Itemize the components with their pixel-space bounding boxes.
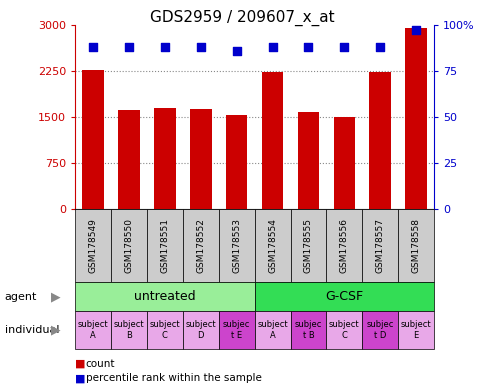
Point (161, 44, 168, 50)
Text: GDS2959 / 209607_x_at: GDS2959 / 209607_x_at (150, 10, 334, 26)
Bar (297, 112, 318, 209)
Point (376, 44, 383, 50)
Text: individual: individual (5, 325, 59, 335)
Text: ■: ■ (75, 359, 86, 369)
Text: subjec
t E: subjec t E (223, 320, 250, 340)
Text: subjec
t D: subjec t D (366, 320, 393, 340)
Text: GSM178553: GSM178553 (232, 218, 241, 273)
Bar (82, 70, 104, 209)
Text: G-CSF: G-CSF (325, 290, 363, 303)
Point (125, 44, 133, 50)
Point (268, 44, 276, 50)
Text: ■: ■ (75, 373, 86, 383)
Text: subject
C: subject C (328, 320, 359, 340)
Bar (333, 116, 354, 209)
Bar (261, 72, 283, 209)
Bar (154, 108, 175, 209)
Bar (190, 109, 211, 209)
Point (340, 44, 348, 50)
Text: percentile rank within the sample: percentile rank within the sample (86, 373, 261, 383)
Text: ▶: ▶ (51, 290, 60, 303)
Text: untreated: untreated (134, 290, 196, 303)
Text: GSM178558: GSM178558 (411, 218, 420, 273)
Text: subject
C: subject C (149, 320, 180, 340)
Text: GSM178550: GSM178550 (124, 218, 133, 273)
Text: GSM178549: GSM178549 (89, 218, 97, 273)
Text: ▶: ▶ (51, 324, 60, 337)
Text: subject
A: subject A (77, 320, 108, 340)
Point (89, 44, 97, 50)
Bar (118, 110, 139, 209)
Bar (369, 72, 390, 209)
Text: GSM178555: GSM178555 (303, 218, 312, 273)
Text: subjec
t B: subjec t B (294, 320, 321, 340)
Bar (226, 115, 247, 209)
Point (197, 44, 204, 50)
Text: subject
E: subject E (400, 320, 431, 340)
Text: agent: agent (5, 291, 37, 302)
Point (304, 44, 312, 50)
Text: GSM178552: GSM178552 (196, 218, 205, 273)
Bar (405, 28, 426, 209)
Text: subject
B: subject B (113, 320, 144, 340)
Text: GSM178551: GSM178551 (160, 218, 169, 273)
Text: GSM178557: GSM178557 (375, 218, 384, 273)
Point (232, 48, 240, 54)
Point (411, 27, 419, 33)
Text: subject
D: subject D (185, 320, 216, 340)
Text: GSM178554: GSM178554 (268, 218, 276, 273)
Text: subject
A: subject A (257, 320, 287, 340)
Text: GSM178556: GSM178556 (339, 218, 348, 273)
Text: count: count (86, 359, 115, 369)
